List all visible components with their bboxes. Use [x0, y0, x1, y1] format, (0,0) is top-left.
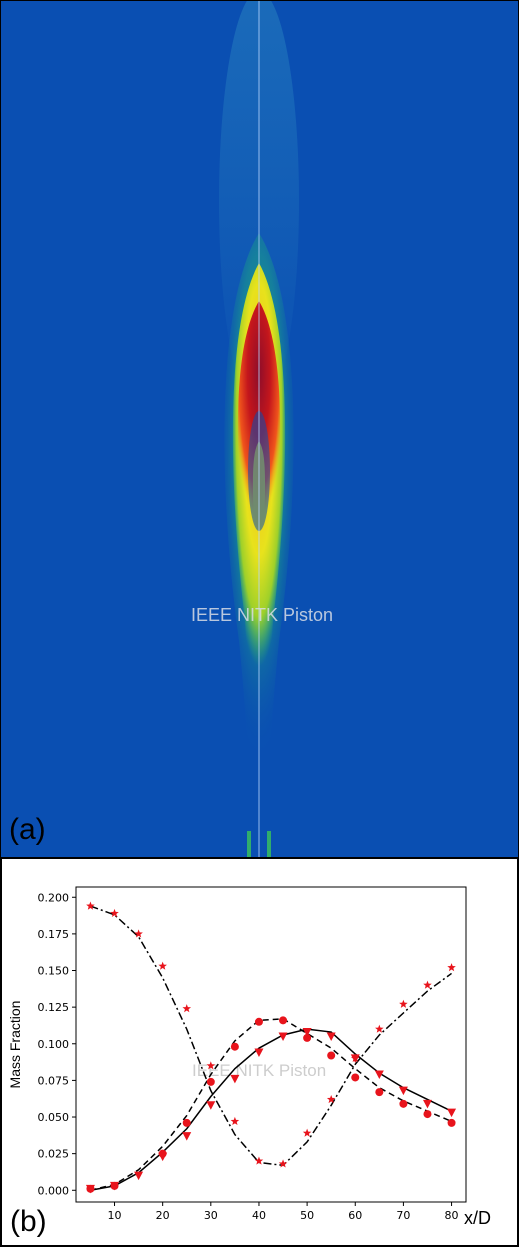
x-tick-label: 80: [445, 1209, 459, 1222]
y-tick-label: 0.100: [38, 1038, 70, 1051]
triangle-marker: [85, 1184, 95, 1194]
circle-marker: [303, 1033, 312, 1042]
circle-marker: [447, 1118, 456, 1127]
x-tick-label: 60: [348, 1209, 362, 1222]
star-marker: [375, 1024, 384, 1033]
circle-marker: [399, 1099, 408, 1108]
x-tick-label: 50: [300, 1209, 314, 1222]
star-marker: [326, 1094, 336, 1104]
y-tick-label: 0.125: [38, 1001, 70, 1014]
x-tick-label: 30: [204, 1209, 218, 1222]
star-marker: [158, 961, 167, 970]
star-marker: [350, 1053, 360, 1063]
triangle-marker: [134, 1171, 144, 1181]
circle-marker: [182, 1118, 191, 1127]
x-tick-label: 40: [252, 1209, 266, 1222]
star-marker: [399, 999, 408, 1008]
x-tick-label: 10: [108, 1209, 122, 1222]
y-axis-label: Mass Fraction: [7, 1001, 23, 1089]
star-marker: [230, 1116, 240, 1126]
x-axis-label: x/D: [464, 1208, 491, 1228]
triangle-marker: [398, 1086, 408, 1096]
triangle-marker: [158, 1152, 168, 1162]
star-marker: [447, 963, 456, 972]
watermark: IEEE NITK Piston: [191, 605, 334, 625]
contour-panel: IEEE NITK Piston (a): [0, 0, 519, 858]
nozzle-left: [247, 831, 251, 857]
y-tick-label: 0.025: [38, 1148, 70, 1161]
y-tick-label: 0.075: [38, 1074, 70, 1087]
star-marker: [302, 1128, 312, 1137]
y-tick-label: 0.200: [38, 891, 70, 904]
star-marker: [110, 908, 119, 918]
panel-label: (a): [9, 813, 46, 846]
star-marker: [423, 980, 432, 989]
contour-plot: [219, 1, 299, 857]
plot-frame: [75, 886, 467, 1203]
triangle-marker: [447, 1108, 457, 1118]
star-marker: [278, 1159, 288, 1168]
triangle-marker: [374, 1070, 384, 1080]
triangle-marker: [326, 1032, 336, 1041]
circle-marker: [327, 1051, 336, 1060]
triangle-marker: [182, 1132, 192, 1141]
chart-panel: 10 20 30 40 50 60 70 80 0.000 0.025 0.050 0.075 0.10…: [0, 857, 519, 1247]
circle-marker: [254, 1017, 263, 1026]
circle-marker: [230, 1042, 239, 1051]
star-marker: [134, 929, 143, 938]
star-marker: [182, 1004, 192, 1013]
x-tick-label: 20: [156, 1209, 170, 1222]
series-line: [90, 1028, 452, 1192]
y-tick-label: 0.150: [38, 965, 70, 978]
y-tick-label: 0.175: [38, 928, 70, 941]
triangle-marker: [110, 1181, 120, 1191]
triangle-marker: [302, 1028, 312, 1037]
star-marker: [86, 901, 95, 910]
circle-marker: [206, 1077, 215, 1086]
triangle-marker: [254, 1048, 264, 1058]
star-marker: [206, 1061, 216, 1070]
watermark: IEEE NITK Piston: [192, 1061, 326, 1080]
panel-label: (b): [10, 1205, 47, 1238]
triangle-marker: [278, 1032, 288, 1041]
circle-marker: [375, 1088, 384, 1097]
x-tick-label: 70: [396, 1209, 410, 1222]
nozzle-right: [267, 831, 271, 857]
triangle-marker: [230, 1074, 240, 1084]
series-line: [90, 1018, 452, 1192]
mass-fraction-chart: 10 20 30 40 50 60 70 80 0.000 0.025 0.050 0.075 0.10…: [7, 886, 491, 1228]
series-line: [90, 905, 452, 1167]
y-tick-label: 0.000: [38, 1184, 70, 1197]
triangle-marker: [206, 1101, 216, 1110]
triangle-marker: [422, 1099, 432, 1109]
y-tick-label: 0.050: [38, 1111, 70, 1124]
circle-marker: [423, 1110, 432, 1119]
circle-marker: [351, 1073, 360, 1082]
star-marker: [254, 1156, 264, 1165]
circle-marker: [279, 1016, 288, 1025]
